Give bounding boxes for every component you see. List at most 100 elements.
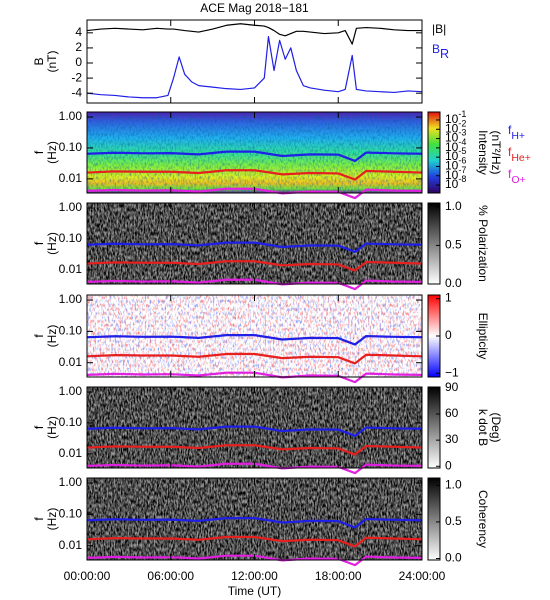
y-tick-label: 0.10 — [59, 324, 83, 338]
series-line — [86, 371, 423, 384]
colorbar-tick-label: 10-5 — [445, 147, 466, 164]
legend-name: f — [508, 167, 512, 181]
colorbar-tick-label: 10-6 — [445, 156, 466, 173]
series-line — [86, 517, 423, 529]
legend-subscript: He+ — [511, 152, 531, 164]
colorbar-tick-exponent: -6 — [458, 156, 466, 166]
colorbar-tick-text: 10 — [445, 149, 459, 163]
colorbar-label: (nT²/Hz) — [489, 131, 503, 175]
legend-name: B — [432, 42, 440, 56]
colorbar-tick-text: 30 — [445, 432, 459, 446]
series-line — [86, 260, 423, 272]
y-tick-label: 2 — [75, 40, 82, 54]
y-axis-label: f — [32, 150, 46, 154]
y-axis-label: (Hz) — [45, 416, 59, 439]
y-tick-label: 0.10 — [59, 415, 83, 429]
colorbar-label: Intensity — [476, 130, 490, 175]
colorbar-tick-text: 1.0 — [445, 199, 462, 213]
colorbar-tick-label: 90 — [445, 380, 459, 394]
colorbar-tick-text: 0.5 — [445, 514, 462, 528]
y-tick-label: 1.00 — [59, 109, 83, 123]
colorbar-label: (Deg) — [489, 412, 503, 442]
colorbar-tick-exponent: -5 — [458, 147, 466, 157]
plot-background — [87, 20, 422, 103]
series-line — [86, 241, 423, 254]
colorbar-tick-label: 0.0 — [445, 276, 462, 290]
colorbar-tick-label: 60 — [445, 406, 459, 420]
y-tick-label: 0 — [75, 55, 82, 69]
colorbar — [427, 477, 441, 561]
colorbar-tick-text: 10 — [445, 131, 459, 145]
colorbar — [427, 202, 441, 285]
legend-entry: |B| — [432, 22, 446, 36]
chart-title: ACE Mag 2018−181 — [200, 1, 309, 15]
colorbar-tick-exponent: -2 — [458, 119, 466, 129]
colorbar-tick-text: −1 — [445, 365, 459, 379]
colorbar-tick-text: 10 — [445, 140, 459, 154]
y-tick-label: 0.01 — [59, 171, 83, 185]
colorbar-tick-text: 10 — [445, 112, 459, 126]
y-tick-label: 1.00 — [59, 292, 83, 306]
series-line — [86, 535, 423, 548]
y-tick-label: 0.01 — [59, 262, 83, 276]
colorbar-tick-exponent: -1 — [458, 109, 466, 119]
colorbar-tick-label: 0.5 — [445, 238, 462, 252]
series-line — [86, 444, 423, 456]
colorbar-tick-text: 0 — [445, 458, 452, 472]
colorbar-tick-label: 10-7 — [445, 165, 466, 182]
colorbar — [427, 111, 441, 194]
colorbar-tick-text: 10 — [445, 168, 459, 182]
y-axis-label: f — [32, 241, 46, 245]
legend-subscript: O+ — [511, 174, 525, 186]
colorbar-tick-label: 0.0 — [445, 551, 462, 565]
colorbar-tick-label: 30 — [445, 432, 459, 446]
colorbar-tick-text: 90 — [445, 380, 459, 394]
colorbar-tick-exponent: -4 — [458, 137, 466, 147]
colorbar-tick-label: 0.5 — [445, 514, 462, 528]
x-tick-label: 18:00:00 — [315, 569, 362, 583]
x-axis-label: Time (UT) — [228, 584, 282, 598]
x-tick-label: 24:00:00 — [399, 569, 446, 583]
y-tick-label: 0.10 — [59, 231, 83, 245]
y-tick-label: -4 — [71, 85, 82, 99]
colorbar-tick-label: 1.0 — [445, 199, 462, 213]
colorbar-tick-text: 0.5 — [445, 238, 462, 252]
y-tick-label: 1.00 — [59, 384, 83, 398]
y-axis-label: B — [32, 57, 46, 65]
legend-entry: fH+ — [508, 123, 525, 142]
colorbar-tick-label: 0 — [445, 458, 452, 472]
legend-entry: fO+ — [508, 167, 526, 186]
y-axis-label: (Hz) — [45, 141, 59, 164]
y-axis-label: (nT) — [45, 51, 59, 73]
series-line — [86, 352, 423, 365]
series-line — [86, 554, 423, 567]
y-tick-label: 0.01 — [59, 538, 83, 552]
series-line — [86, 23, 422, 45]
y-tick-label: 1.00 — [59, 475, 83, 489]
series-line — [86, 169, 423, 181]
colorbar-tick-label: 10-8 — [445, 174, 466, 191]
series-line — [86, 334, 423, 346]
legend-subscript: R — [440, 47, 449, 61]
legend-entry: fHe+ — [508, 145, 531, 164]
colorbar-label: Coherency — [476, 490, 490, 548]
colorbar-tick-label: 1 — [445, 291, 452, 305]
series-line — [86, 36, 423, 99]
colorbar-label: % Polarization — [476, 205, 490, 282]
y-tick-label: -2 — [71, 70, 82, 84]
colorbar-tick-label: −1 — [445, 365, 459, 379]
colorbar-tick-label: 10-4 — [445, 137, 466, 154]
colorbar-tick-exponent: -8 — [458, 174, 466, 184]
legend-name: f — [508, 123, 512, 137]
y-tick-label: 0.01 — [59, 446, 83, 460]
y-axis-label: f — [32, 334, 46, 338]
y-tick-label: 0.10 — [59, 507, 83, 521]
series-line — [86, 425, 423, 438]
y-axis-label: (Hz) — [45, 232, 59, 255]
y-axis-label: f — [32, 517, 46, 521]
colorbar-tick-label: 10-2 — [445, 119, 466, 136]
colorbar-tick-exponent: -7 — [458, 165, 466, 175]
x-tick-label: 00:00:00 — [64, 569, 111, 583]
colorbar-tick-text: 1.0 — [445, 477, 462, 491]
